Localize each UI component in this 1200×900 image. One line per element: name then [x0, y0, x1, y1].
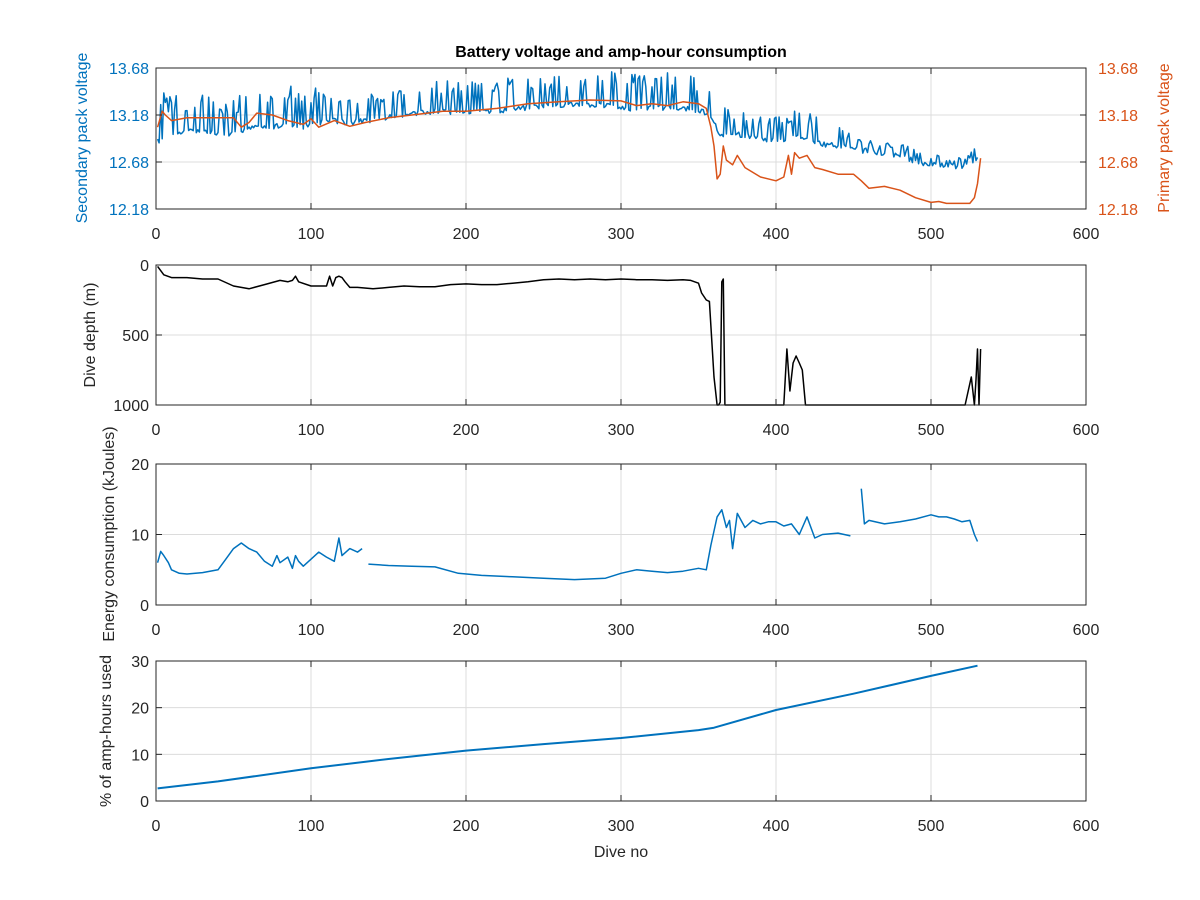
dive-no-xlabel: Dive no	[594, 844, 648, 861]
y-tick-label: 10	[131, 528, 149, 545]
x-tick-label: 300	[608, 622, 635, 639]
series-line-trace-0	[156, 537, 363, 575]
series-line-primary-voltage	[156, 99, 982, 205]
x-tick-label: 100	[298, 622, 325, 639]
y2-tick-label: 13.68	[1098, 61, 1138, 78]
chart-title: Battery voltage and amp-hour consumption	[455, 44, 787, 61]
y-tick-label: 13.68	[109, 61, 149, 78]
y-tick-label: 12.18	[109, 202, 149, 219]
x-tick-label: 0	[152, 622, 161, 639]
primary-voltage-ylabel: Primary pack voltage	[1156, 63, 1173, 212]
secondary-voltage-ylabel: Secondary pack voltage	[74, 53, 91, 224]
y-tick-label: 500	[122, 328, 149, 345]
series-line-trace-0	[157, 664, 978, 790]
y2-tick-label: 13.18	[1098, 108, 1138, 125]
series-line-trace-1	[368, 509, 851, 581]
x-tick-label: 600	[1073, 818, 1100, 835]
panel-voltage-ticks: 0 100 200 300 400 500 600 12.18 12.68 13.18 13.68 1…	[109, 61, 1138, 243]
x-tick-label: 100	[298, 226, 325, 243]
x-tick-label: 600	[1073, 226, 1100, 243]
amphours-ylabel: % of amp-hours used	[98, 655, 115, 807]
panel-amphours-ticks: 0 100 200 300 400 500 600 0 10 20 30	[131, 654, 1099, 835]
panel-energy-plot	[156, 488, 979, 581]
x-tick-label: 100	[298, 422, 325, 439]
y2-tick-label: 12.68	[1098, 155, 1138, 172]
panel-depth: 0 100 200 300 400 500 600 0 500 1000 Dive depth (…	[82, 258, 1099, 439]
x-tick-label: 600	[1073, 622, 1100, 639]
x-tick-label: 0	[152, 422, 161, 439]
x-tick-label: 400	[763, 422, 790, 439]
y-tick-label: 0	[140, 598, 149, 615]
series-line-secondary-voltage	[156, 71, 979, 170]
x-tick-label: 400	[763, 818, 790, 835]
y-tick-label: 0	[140, 794, 149, 811]
x-tick-label: 500	[918, 226, 945, 243]
y-tick-label: 13.18	[109, 108, 149, 125]
panel-energy: 0 100 200 300 400 500 600 0 10 20 Energy consumpt…	[101, 426, 1099, 641]
x-tick-label: 200	[453, 226, 480, 243]
x-tick-label: 200	[453, 622, 480, 639]
y2-tick-label: 12.18	[1098, 202, 1138, 219]
x-tick-label: 500	[918, 622, 945, 639]
x-tick-label: 300	[608, 422, 635, 439]
x-tick-label: 400	[763, 226, 790, 243]
x-tick-label: 0	[152, 818, 161, 835]
x-tick-label: 200	[453, 422, 480, 439]
y-tick-label: 20	[131, 701, 149, 718]
x-tick-label: 0	[152, 226, 161, 243]
panel-voltage: 0 100 200 300 400 500 600 12.18 12.68 13.18 13.68 1…	[74, 53, 1173, 243]
x-tick-label: 300	[608, 226, 635, 243]
y-tick-label: 0	[140, 258, 149, 275]
x-tick-label: 500	[918, 422, 945, 439]
x-tick-label: 400	[763, 622, 790, 639]
y-tick-label: 20	[131, 457, 149, 474]
series-line-trace-2	[860, 488, 979, 542]
y-tick-label: 1000	[113, 398, 149, 415]
panel-voltage-plot	[156, 71, 982, 205]
panel-depth-ticks: 0 100 200 300 400 500 600 0 500 1000	[113, 258, 1099, 439]
y-tick-label: 30	[131, 654, 149, 671]
x-tick-label: 500	[918, 818, 945, 835]
x-tick-label: 600	[1073, 422, 1100, 439]
x-tick-label: 100	[298, 818, 325, 835]
x-tick-label: 300	[608, 818, 635, 835]
panel-amphours: 0 100 200 300 400 500 600 0 10 20 30 % of amp-hour…	[98, 654, 1099, 861]
y-tick-label: 10	[131, 747, 149, 764]
energy-ylabel: Energy consumption (kJoules)	[101, 426, 118, 641]
panel-energy-ticks: 0 100 200 300 400 500 600 0 10 20	[131, 457, 1099, 639]
depth-ylabel: Dive depth (m)	[82, 283, 99, 388]
panel-amphours-plot	[157, 664, 978, 790]
x-tick-label: 200	[453, 818, 480, 835]
y-tick-label: 12.68	[109, 155, 149, 172]
